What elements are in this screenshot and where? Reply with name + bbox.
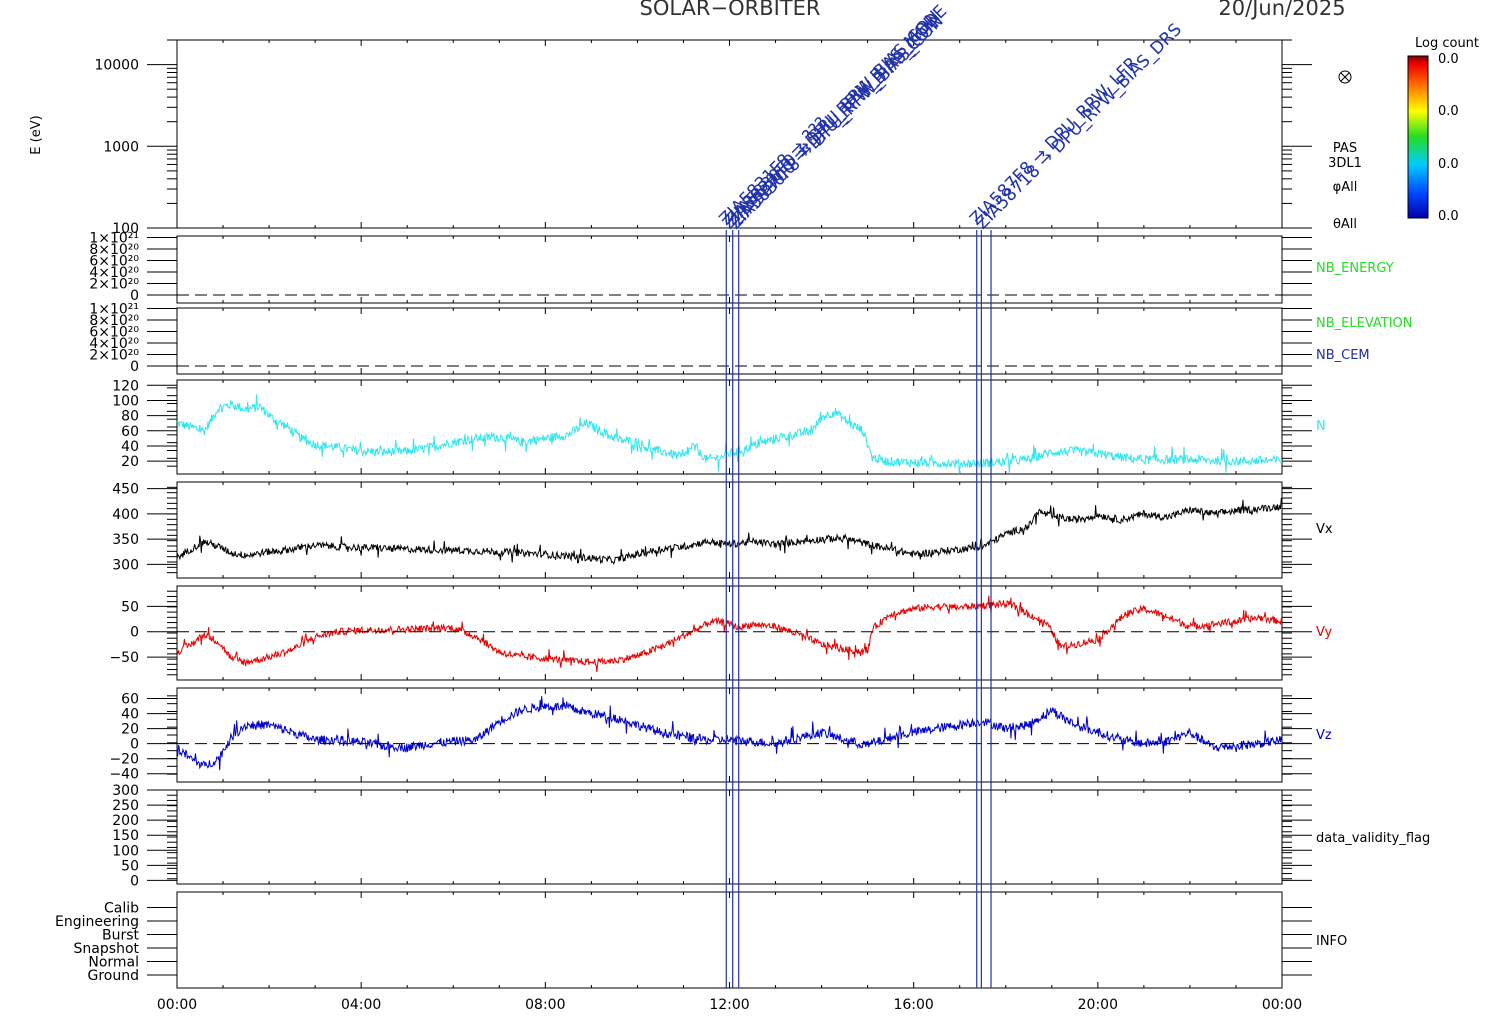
vz-tick-label: 20 (121, 722, 139, 738)
vz-tick-label: −40 (109, 767, 139, 783)
vx-label: Vx (1316, 522, 1333, 537)
nb-tick-label: 1×10²¹ (89, 231, 139, 247)
mission-title: SOLAR−ORBITER (639, 0, 820, 20)
vz-tick-label: 40 (121, 707, 139, 723)
energy-axis-label: E (eV) (29, 115, 44, 154)
vx-series-line (176, 497, 1283, 565)
nb-tick-label: 2×10²⁰ (89, 348, 139, 364)
energy-tick-label: 1000 (103, 139, 139, 155)
time-tick-label: 16:00 (893, 997, 933, 1013)
event-lines-layer: ZIA5831F8 → ???ZIA5830F0 → DPU_RPW_BIAS_… (716, 1, 1186, 988)
energy-tick-label: 100 (112, 221, 139, 237)
colorbar-label-top: 0.0 (1438, 52, 1459, 67)
n-tick-label: 20 (121, 454, 139, 470)
panel-frame-2 (176, 307, 1283, 375)
vx-tick-label: 400 (112, 507, 139, 523)
date-title: 20/Jun/2025 (1218, 0, 1345, 20)
vz-tick-label: 60 (121, 692, 139, 708)
info-tick-label: Snapshot (74, 941, 140, 957)
colorbar: Log count 0.0 0.0 0.0 0.0 (1407, 36, 1479, 224)
vy-series-line (176, 595, 1283, 673)
event-annotation: ZIA58700 → DPU_RPW_BIAS_CON (728, 14, 943, 229)
panel-frame-8 (176, 891, 1283, 989)
vz-series-line (176, 696, 1283, 771)
dvf-tick-label: 250 (112, 798, 139, 814)
energy-tick-label: 10000 (94, 58, 139, 74)
colorbar-gradient (1407, 55, 1429, 219)
vz-tick-label: −20 (109, 752, 139, 768)
vy-label: Vy (1316, 625, 1333, 640)
vy-tick-label: −50 (109, 650, 139, 666)
time-axis: 00:00 04:00 08:00 12:00 16:00 20:00 00:00 (157, 997, 1302, 1013)
nb-tick-label: 1×10²¹ (89, 302, 139, 318)
colorbar-label-3: 0.0 (1438, 157, 1459, 172)
info-tick-label: Engineering (55, 914, 139, 930)
dvf-tick-label: 50 (121, 858, 139, 874)
time-tick-label: 00:00 (157, 997, 197, 1013)
dvf-tick-label: 150 (112, 828, 139, 844)
panel-frame-3 (176, 379, 1283, 475)
vz-label: Vz (1316, 728, 1332, 743)
pas-3dl1-label: 3DL1 (1328, 156, 1362, 171)
n-tick-label: 60 (121, 424, 139, 440)
dvf-tick-label: 0 (130, 873, 139, 889)
vx-tick-label: 450 (112, 482, 139, 498)
n-tick-label: 100 (112, 393, 139, 409)
nb-cem-label: NB_CEM (1316, 348, 1370, 363)
panel-frame-4 (176, 481, 1283, 579)
info-tick-label: Ground (88, 968, 140, 984)
n-tick-label: 80 (121, 409, 139, 425)
nb-energy-label: NB_ENERGY (1316, 261, 1394, 276)
vx-tick-label: 350 (112, 532, 139, 548)
dvf-tick-label: 200 (112, 813, 139, 829)
time-tick-label: 12:00 (709, 997, 749, 1013)
circle-cross-icon (1338, 70, 1352, 84)
data-validity-flag-label: data_validity_flag (1316, 831, 1430, 846)
n-tick-label: 40 (121, 439, 139, 455)
info-label: INFO (1316, 934, 1347, 949)
panels-layer: 10010001000002×10²⁰4×10²⁰6×10²⁰8×10²⁰1×1… (55, 39, 1312, 989)
dvf-tick-label: 300 (112, 783, 139, 799)
nb-tick-label: 4×10²⁰ (89, 336, 139, 352)
vx-tick-label: 300 (112, 557, 139, 573)
time-tick-label: 00:00 (1262, 997, 1302, 1013)
info-tick-label: Calib (104, 901, 139, 917)
n-label: N (1316, 419, 1326, 434)
phi-all-label: φAll (1333, 180, 1358, 195)
info-tick-label: Normal (88, 955, 139, 971)
nb-tick-label: 0 (130, 359, 139, 375)
time-tick-label: 04:00 (341, 997, 381, 1013)
nb-tick-label: 6×10²⁰ (89, 254, 139, 270)
nb-tick-label: 4×10²⁰ (89, 265, 139, 281)
vy-tick-label: 50 (121, 599, 139, 615)
nb-tick-label: 8×10²⁰ (89, 313, 139, 329)
nb-tick-label: 0 (130, 288, 139, 304)
info-tick-label: Burst (102, 928, 140, 944)
nb-tick-label: 2×10²⁰ (89, 277, 139, 293)
theta-all-label: θAll (1333, 217, 1357, 232)
colorbar-label-bottom: 0.0 (1438, 209, 1459, 224)
colorbar-title: Log count (1415, 36, 1479, 51)
panel-frame-1 (176, 235, 1283, 304)
vz-tick-label: 0 (130, 737, 139, 753)
event-annotation: ZIA58718 → DPU_RPW_BIAS_DRS (972, 20, 1186, 234)
n-tick-label: 120 (112, 378, 139, 394)
colorbar-label-2: 0.0 (1438, 104, 1459, 119)
vy-tick-label: 0 (130, 625, 139, 641)
panel-frame-5 (176, 585, 1283, 681)
dvf-tick-label: 100 (112, 843, 139, 859)
nb-elevation-label: NB_ELEVATION (1316, 316, 1413, 331)
nb-tick-label: 6×10²⁰ (89, 325, 139, 341)
n-series-line (176, 394, 1283, 475)
pas-label: PAS (1333, 141, 1357, 156)
time-tick-label: 08:00 (525, 997, 565, 1013)
nb-tick-label: 8×10²⁰ (89, 242, 139, 258)
time-tick-label: 20:00 (1078, 997, 1118, 1013)
panel-frame-7 (176, 789, 1283, 885)
